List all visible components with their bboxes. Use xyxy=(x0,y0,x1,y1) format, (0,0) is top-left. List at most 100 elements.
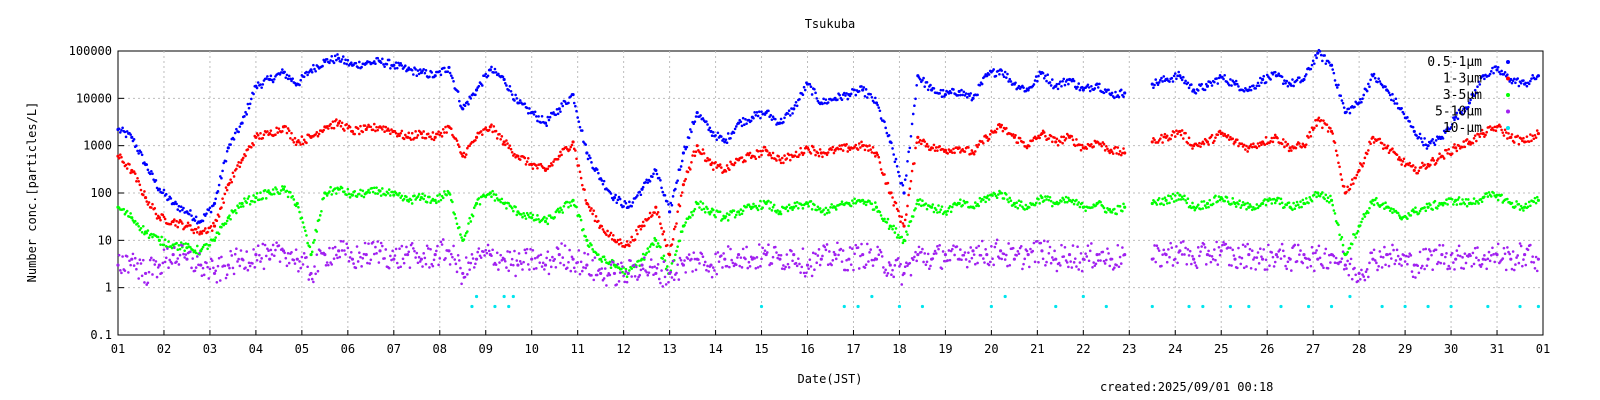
data-point xyxy=(987,263,991,267)
data-point xyxy=(915,141,918,145)
data-point xyxy=(1518,242,1522,245)
data-point xyxy=(1064,137,1068,140)
data-point xyxy=(1535,195,1539,199)
data-point xyxy=(1526,205,1530,209)
data-point xyxy=(757,243,761,246)
data-point xyxy=(1276,255,1279,259)
data-point xyxy=(385,62,389,66)
data-point xyxy=(471,257,475,260)
data-point xyxy=(217,232,221,236)
data-point xyxy=(1362,212,1366,216)
data-point xyxy=(480,84,484,87)
data-point xyxy=(1061,79,1064,83)
data-point xyxy=(630,267,633,270)
data-point xyxy=(1406,262,1409,266)
data-point xyxy=(733,127,737,131)
data-point xyxy=(1491,126,1494,130)
data-point xyxy=(1263,143,1267,146)
data-point xyxy=(1295,78,1299,82)
data-point xyxy=(445,193,448,197)
data-point xyxy=(874,257,877,260)
data-point xyxy=(422,67,425,71)
data-point xyxy=(591,212,594,216)
data-point xyxy=(1508,136,1511,139)
data-point xyxy=(535,115,538,118)
data-point xyxy=(622,274,625,278)
data-point xyxy=(229,249,232,253)
data-point xyxy=(1331,132,1334,135)
data-point xyxy=(705,268,708,272)
data-point xyxy=(1524,202,1528,206)
data-point xyxy=(1239,262,1243,266)
data-point xyxy=(1269,198,1272,201)
data-point xyxy=(229,143,232,146)
data-point xyxy=(339,239,343,243)
x-tick-label: 01 xyxy=(1536,342,1550,356)
data-point xyxy=(1391,92,1394,96)
data-point xyxy=(1287,201,1291,204)
data-point xyxy=(422,252,425,255)
data-point xyxy=(1442,262,1446,265)
data-point xyxy=(454,262,458,266)
data-point xyxy=(537,254,540,258)
data-point xyxy=(892,204,896,207)
data-point xyxy=(1102,91,1106,95)
data-point xyxy=(400,244,404,248)
data-point xyxy=(138,183,142,187)
data-point xyxy=(1037,134,1040,138)
data-point xyxy=(494,129,498,133)
data-point xyxy=(299,78,303,82)
data-point xyxy=(585,238,589,242)
data-point xyxy=(666,268,669,272)
data-point xyxy=(190,266,193,270)
data-point xyxy=(797,257,800,260)
data-point xyxy=(624,270,628,273)
data-point xyxy=(335,118,338,121)
data-point xyxy=(1463,202,1467,206)
data-point xyxy=(275,241,278,244)
data-point xyxy=(400,64,404,67)
data-point xyxy=(803,88,807,92)
data-point xyxy=(1358,224,1362,227)
data-point xyxy=(1060,84,1063,88)
data-point xyxy=(648,211,652,215)
data-point xyxy=(638,273,642,277)
data-point xyxy=(593,169,597,172)
data-point xyxy=(1049,199,1053,203)
data-point xyxy=(331,120,335,123)
data-point xyxy=(1083,205,1086,209)
data-point xyxy=(267,189,270,192)
data-point xyxy=(121,255,124,258)
data-point xyxy=(908,261,912,265)
data-point xyxy=(1007,80,1010,83)
data-point xyxy=(313,238,316,242)
data-point xyxy=(387,58,391,62)
data-point xyxy=(699,114,702,117)
data-point xyxy=(583,188,586,191)
data-point xyxy=(840,144,844,147)
data-point xyxy=(788,158,792,162)
data-point xyxy=(982,141,985,145)
data-point xyxy=(852,268,855,272)
data-point xyxy=(1532,137,1536,141)
data-point xyxy=(554,113,558,117)
data-point xyxy=(1241,201,1245,204)
data-point xyxy=(919,250,923,254)
data-point xyxy=(1260,257,1265,261)
data-point xyxy=(1273,70,1277,74)
data-point xyxy=(183,256,186,259)
data-point xyxy=(418,68,422,71)
data-point xyxy=(1260,81,1263,84)
data-point xyxy=(389,194,392,197)
data-point xyxy=(498,132,501,136)
data-point xyxy=(615,283,619,286)
data-point xyxy=(802,271,806,275)
data-point xyxy=(814,252,817,256)
data-point xyxy=(439,131,443,135)
data-point xyxy=(181,208,184,212)
data-point xyxy=(1217,76,1221,80)
grid xyxy=(118,51,1543,335)
data-point xyxy=(694,200,698,204)
data-point xyxy=(718,210,722,214)
data-point xyxy=(1477,202,1480,205)
